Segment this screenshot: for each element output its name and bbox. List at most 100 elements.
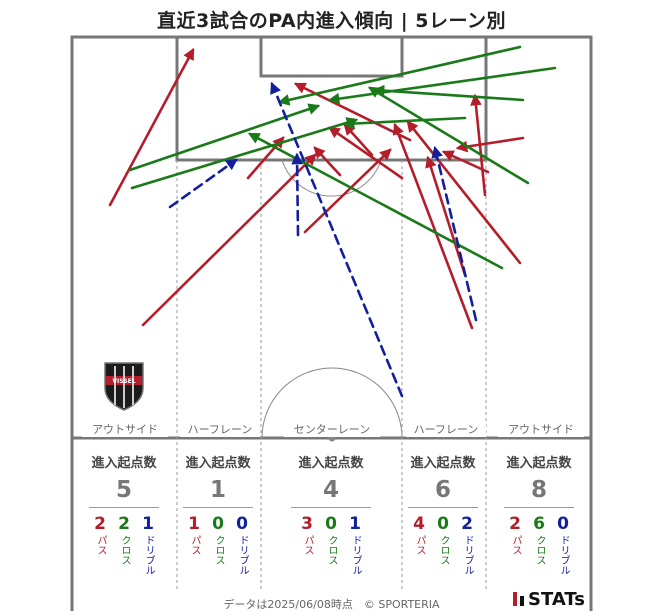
cross-count-value: 0	[325, 514, 337, 534]
cross-count-label: クロス	[213, 535, 224, 565]
cross-count: 0 クロス	[434, 514, 452, 575]
dribble-count-label: ドリブル	[237, 535, 248, 575]
pass-arrow	[343, 123, 374, 157]
pass-count: 2 パス	[91, 514, 109, 575]
lane-stat-block: 進入起点数 4 3 パス 0 クロス 1 ドリブル	[283, 452, 379, 575]
cross-arrow	[342, 116, 467, 130]
lane-label-center: センターレーン	[284, 421, 380, 437]
pass-count-label: パス	[414, 535, 425, 555]
cross-arrow	[327, 66, 557, 105]
pass-count-value: 1	[188, 514, 200, 534]
brand-text: STATs	[528, 589, 585, 610]
divider	[408, 507, 478, 508]
cross-count-value: 2	[118, 514, 130, 534]
dribble-arrow	[168, 158, 238, 209]
dribble-arrow	[431, 145, 478, 322]
pitch-outline	[70, 35, 593, 611]
lane-label-halfspace-right: ハーフレーン	[406, 421, 486, 437]
divider	[504, 507, 574, 508]
dribble-count-value: 1	[349, 514, 361, 534]
divider	[291, 507, 371, 508]
dribble-arrow	[291, 152, 303, 237]
dribble-count: 1 ドリブル	[346, 514, 364, 575]
penalty-arc	[281, 159, 382, 197]
pass-count-value: 4	[413, 514, 425, 534]
divider	[89, 507, 159, 508]
pass-arrow	[108, 47, 195, 207]
pass-count: 2 パス	[506, 514, 524, 575]
pass-count-value: 2	[509, 514, 521, 534]
lane-stat-block: 進入起点数 1 1 パス 0 クロス 0 ドリブル	[170, 452, 266, 575]
cross-arrow	[247, 132, 504, 270]
footer-credit: データは2025/06/08時点 © SPORTERIA	[223, 598, 440, 611]
lane-label-outside-right: アウトサイド	[498, 421, 584, 437]
lane-label-halfspace-left: ハーフレーン	[180, 421, 260, 437]
entry-origin-total: 5	[115, 477, 132, 503]
stats-logo: STATs	[513, 589, 585, 610]
dribble-count-label: ドリブル	[558, 535, 569, 575]
pass-count-value: 3	[301, 514, 313, 534]
cross-arrow	[372, 84, 525, 102]
cross-count-label: クロス	[119, 535, 130, 565]
pass-count-label: パス	[189, 535, 200, 555]
pass-count: 3 パス	[298, 514, 316, 575]
logo-mark-icon	[520, 596, 525, 606]
cross-count-value: 0	[437, 514, 449, 534]
dribble-count-label: ドリブル	[462, 535, 473, 575]
dribble-count-label: ドリブル	[350, 535, 361, 575]
lane-stat-block: 進入起点数 5 2 パス 2 クロス 1 ドリブル	[76, 452, 172, 575]
lane-stat-block: 進入起点数 8 2 パス 6 クロス 0 ドリブル	[491, 452, 587, 575]
pass-arrow	[328, 126, 404, 180]
cross-count: 2 クロス	[115, 514, 133, 575]
cross-arrow	[367, 86, 530, 185]
logo-mark-icon	[513, 592, 518, 606]
goal-area	[259, 37, 404, 78]
pass-arrow	[313, 146, 342, 177]
pass-arrow	[406, 120, 522, 265]
page-title: 直近3試合のPA内進入傾向 | 5レーン別	[156, 10, 507, 32]
dribble-count-label: ドリブル	[143, 535, 154, 575]
center-circle	[261, 367, 403, 439]
cross-arrow	[130, 117, 359, 190]
entry-origin-label: 進入起点数	[185, 456, 251, 471]
dribble-count-value: 1	[142, 514, 154, 534]
divider	[183, 507, 253, 508]
pass-count: 4 パス	[410, 514, 428, 575]
entry-origin-label: 進入起点数	[298, 456, 364, 471]
entry-origin-total: 1	[209, 477, 226, 503]
cross-count-value: 0	[212, 514, 224, 534]
dribble-count-value: 2	[461, 514, 473, 534]
vissel-crest: VISSEL	[104, 362, 144, 411]
entry-origin-label: 進入起点数	[506, 456, 572, 471]
cross-count-label: クロス	[326, 535, 337, 565]
pass-count-label: パス	[95, 535, 106, 555]
pass-count-value: 2	[94, 514, 106, 534]
cross-count: 0 クロス	[322, 514, 340, 575]
cross-count-label: クロス	[438, 535, 449, 565]
dribble-count: 2 ドリブル	[458, 514, 476, 575]
pass-arrow	[141, 153, 317, 327]
lane-stat-block: 進入起点数 6 4 パス 0 クロス 2 ドリブル	[395, 452, 491, 575]
pass-arrow	[303, 148, 392, 234]
pass-count-label: パス	[510, 535, 521, 555]
dribble-count-value: 0	[236, 514, 248, 534]
cross-count-value: 6	[533, 514, 545, 534]
cross-arrow	[277, 45, 522, 106]
entry-origin-label: 進入起点数	[410, 456, 476, 471]
crest-text: VISSEL	[112, 378, 135, 385]
dribble-count-value: 0	[557, 514, 569, 534]
pass-arrow	[425, 155, 467, 277]
entry-arrows	[108, 45, 557, 398]
dribble-count: 0 ドリブル	[233, 514, 251, 575]
lane-label-outside-left: アウトサイド	[82, 421, 168, 437]
entry-origin-total: 8	[530, 477, 547, 503]
dribble-count: 1 ドリブル	[139, 514, 157, 575]
entry-origin-total: 4	[322, 477, 339, 503]
dribble-arrow	[270, 81, 404, 398]
entry-origin-total: 6	[434, 477, 451, 503]
dribble-count: 0 ドリブル	[554, 514, 572, 575]
pass-count: 1 パス	[185, 514, 203, 575]
cross-count: 0 クロス	[209, 514, 227, 575]
cross-count: 6 クロス	[530, 514, 548, 575]
